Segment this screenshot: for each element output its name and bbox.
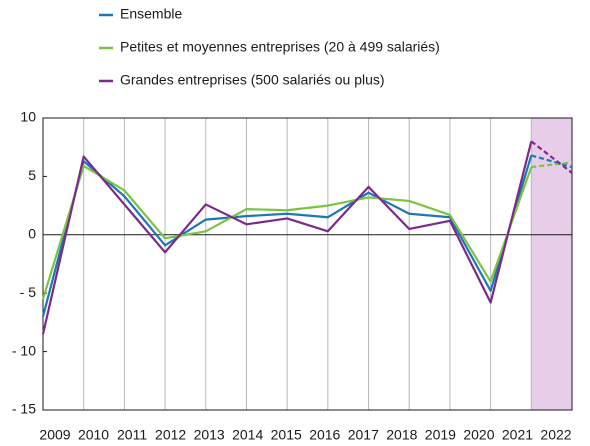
forecast-line <box>530 140 573 174</box>
legend-label: Petites et moyennes entreprises (20 à 49… <box>120 39 440 55</box>
x-tick-label: 2020 <box>463 427 494 443</box>
x-tick-label: 2013 <box>194 427 225 443</box>
x-tick-label: 2014 <box>232 427 263 443</box>
series-line <box>41 141 533 335</box>
y-tick-label: - 5 <box>20 284 37 300</box>
x-tick-label: 2009 <box>39 427 70 443</box>
plot-frame <box>42 117 573 411</box>
x-tick-label: 2017 <box>348 427 379 443</box>
forecast-line <box>531 154 573 169</box>
x-tick-label: 2021 <box>502 427 533 443</box>
x-tick-label: 2010 <box>78 427 109 443</box>
x-tick-label: 2011 <box>117 427 147 443</box>
forecast-band <box>531 118 572 410</box>
legend-label: Ensemble <box>120 6 182 22</box>
x-tick-label: 2022 <box>540 427 571 443</box>
y-tick-label: 10 <box>20 109 36 125</box>
x-tick-label: 2012 <box>155 427 186 443</box>
legend-label: Grandes entreprises (500 salariés ou plu… <box>120 72 385 88</box>
x-tick-label: 2015 <box>271 427 302 443</box>
series-line <box>41 155 533 317</box>
x-tick-label: 2018 <box>386 427 417 443</box>
y-tick-label: 0 <box>28 226 36 242</box>
y-tick-label: 5 <box>28 167 36 183</box>
x-tick-label: 2019 <box>425 427 456 443</box>
y-tick-label: - 15 <box>12 401 36 417</box>
forecast-line <box>531 161 573 169</box>
x-tick-label: 2016 <box>309 427 340 443</box>
series-line <box>41 164 533 300</box>
y-tick-label: - 10 <box>12 342 36 358</box>
